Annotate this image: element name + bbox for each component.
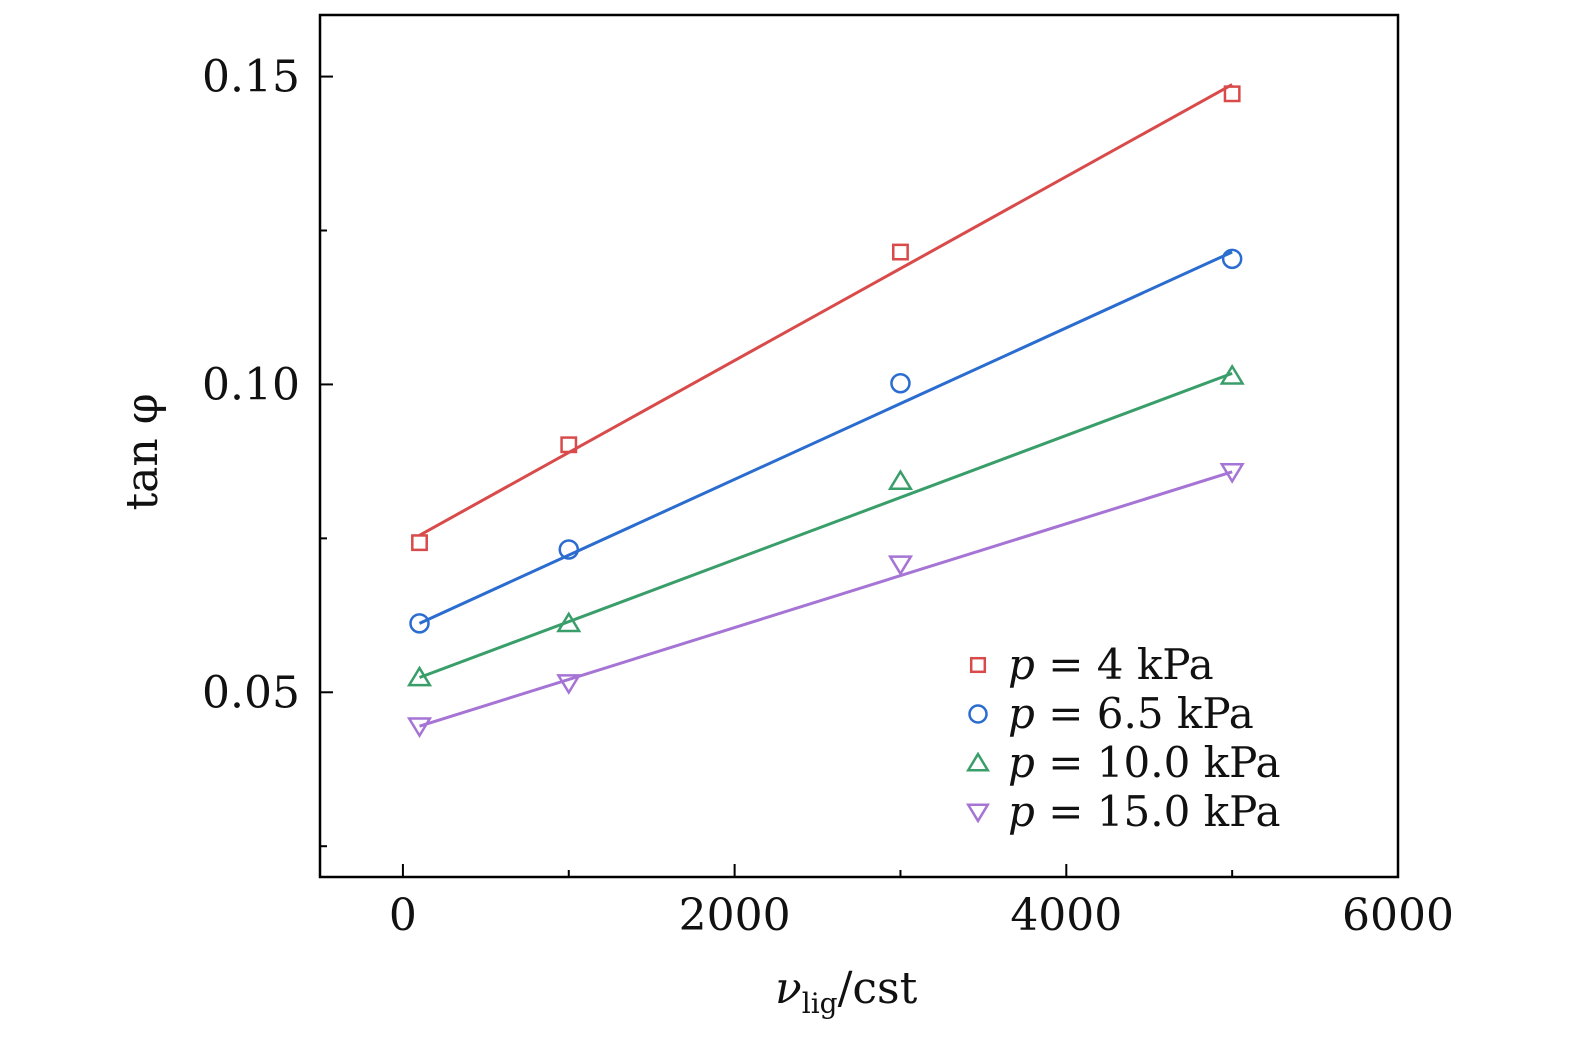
y-tick-label: 0.10: [202, 359, 300, 410]
fit-line-series-4: [419, 470, 1233, 728]
y-tick-label: 0.05: [202, 667, 300, 718]
data-point-series-4: [406, 717, 433, 739]
data-point-series-3: [1219, 363, 1245, 385]
data-point-series-1: [892, 243, 909, 261]
y-tick-label: 0.15: [202, 52, 300, 103]
data-point-series-4: [887, 555, 914, 577]
data-points: [406, 85, 1245, 739]
legend-marker-1: [969, 656, 987, 674]
data-point-series-3: [406, 665, 433, 687]
legend-label-1: p = 4 kPa: [1008, 640, 1214, 689]
data-point-series-2: [1221, 248, 1243, 270]
plot-frame: [318, 13, 1400, 879]
data-point-series-4: [556, 674, 582, 695]
x-axis-label: νlig/cst: [775, 963, 918, 1020]
x-tick-label: 4000: [1010, 890, 1122, 941]
data-point-series-2: [558, 539, 580, 560]
fit-line-series-2: [418, 250, 1233, 625]
axis-ticks: 0 2000 4000 6000 0.05 0.10 0.15: [202, 52, 1454, 941]
x-tick-label: 0: [389, 890, 417, 941]
legend-marker-4: [966, 803, 990, 824]
data-point-series-2: [409, 613, 430, 634]
fit-line-series-3: [418, 371, 1233, 679]
data-point-series-4: [1219, 462, 1245, 484]
data-point-series-1: [411, 534, 428, 552]
data-point-series-3: [887, 469, 914, 490]
y-axis-label: tan φ: [117, 393, 168, 510]
data-point-series-2: [890, 372, 911, 394]
x-tick-label: 6000: [1342, 890, 1454, 941]
legend-label-3: p = 10.0 kPa: [1008, 738, 1281, 787]
x-tick-label: 2000: [679, 890, 791, 941]
legend-label-2: p = 6.5 kPa: [1008, 689, 1254, 738]
legend-marker-2: [968, 704, 988, 724]
legend-label-4: p = 15.0 kPa: [1008, 787, 1281, 836]
data-point-series-3: [556, 611, 582, 633]
fit-lines: [418, 83, 1233, 728]
legend-marker-3: [966, 751, 990, 772]
data-point-series-1: [560, 436, 578, 454]
data-point-series-1: [1223, 85, 1241, 103]
fit-line-series-1: [418, 83, 1233, 537]
